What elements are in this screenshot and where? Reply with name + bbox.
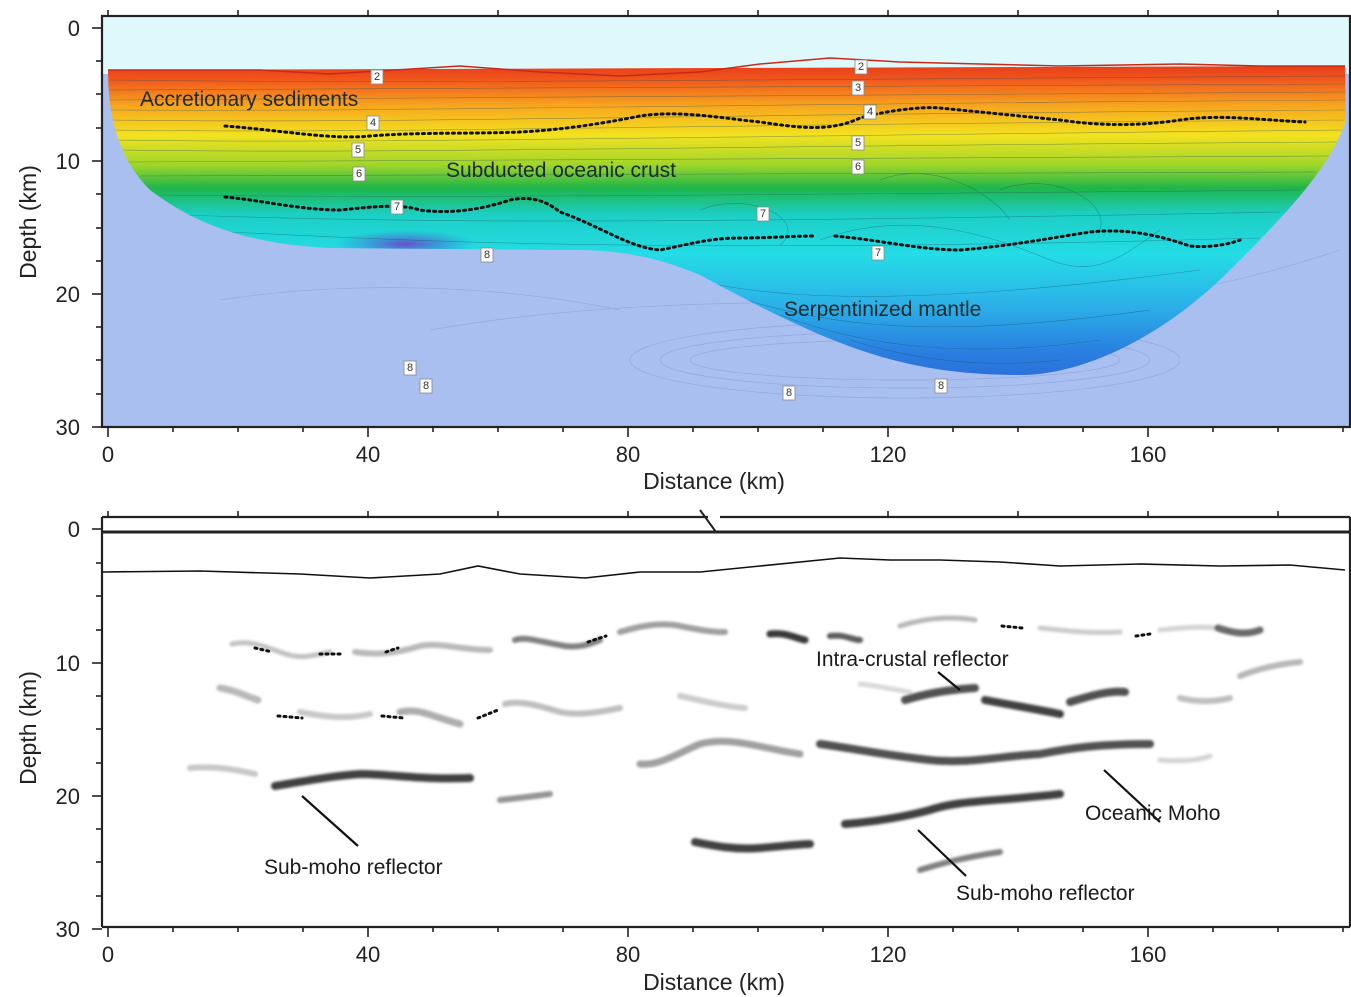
svg-text:3: 3 bbox=[855, 82, 861, 94]
label-subducted-crust: Subducted oceanic crust bbox=[446, 159, 676, 182]
label-sub-moho-right: Sub-moho reflector bbox=[956, 882, 1135, 905]
svg-text:2: 2 bbox=[374, 71, 380, 83]
svg-text:2: 2 bbox=[858, 61, 864, 73]
reflector-streaks bbox=[187, 615, 1303, 873]
label-serpentinized-mantle: Serpentinized mantle bbox=[784, 298, 981, 321]
bottom-plot-frame bbox=[100, 509, 1351, 929]
svg-text:6: 6 bbox=[855, 161, 861, 173]
svg-text:8: 8 bbox=[423, 380, 429, 392]
top-x-axis-title: Distance (km) bbox=[643, 468, 785, 494]
upper-reflector-dotted bbox=[223, 106, 1307, 139]
lower-reflector-dotted-left bbox=[223, 195, 817, 252]
bottom-panel: Intra-crustal reflector Oceanic Moho Sub… bbox=[15, 509, 1351, 995]
label-intra-crustal-reflector: Intra-crustal reflector bbox=[816, 648, 1009, 671]
svg-text:0: 0 bbox=[68, 517, 80, 542]
svg-text:4: 4 bbox=[867, 106, 873, 118]
label-sub-moho-left: Sub-moho reflector bbox=[264, 856, 443, 879]
svg-text:10: 10 bbox=[56, 651, 80, 676]
svg-text:160: 160 bbox=[1130, 942, 1167, 967]
svg-text:5: 5 bbox=[355, 144, 361, 156]
svg-text:20: 20 bbox=[56, 784, 80, 809]
svg-text:4: 4 bbox=[370, 117, 376, 129]
top-x-tick-labels: 0 40 80 120 160 bbox=[102, 442, 1166, 467]
water-layer bbox=[102, 16, 1350, 74]
sub-moho-right-callout-line bbox=[917, 829, 967, 877]
svg-text:8: 8 bbox=[484, 249, 490, 261]
top-axis-ticks bbox=[92, 10, 1344, 437]
svg-text:8: 8 bbox=[938, 380, 944, 392]
top-y-axis-title: Depth (km) bbox=[15, 165, 41, 279]
svg-text:6: 6 bbox=[356, 168, 362, 180]
bottom-axis-ticks bbox=[92, 511, 1344, 937]
top-panel: 2 4 5 6 7 8 2 3 4 5 6 7 7 8 8 8 8 Accret… bbox=[15, 10, 1351, 494]
bottom-x-axis-title: Distance (km) bbox=[643, 969, 785, 995]
svg-text:20: 20 bbox=[56, 282, 80, 307]
lower-reflector-dotted-right bbox=[833, 229, 1242, 252]
bottom-x-tick-labels: 0 40 80 120 160 bbox=[102, 942, 1166, 967]
svg-text:30: 30 bbox=[56, 917, 80, 942]
svg-text:80: 80 bbox=[616, 942, 640, 967]
svg-text:0: 0 bbox=[102, 442, 114, 467]
svg-text:8: 8 bbox=[407, 362, 413, 374]
bottom-seafloor-line bbox=[102, 557, 1346, 579]
svg-text:40: 40 bbox=[356, 942, 380, 967]
label-oceanic-moho: Oceanic Moho bbox=[1085, 802, 1220, 825]
svg-text:8: 8 bbox=[786, 387, 792, 399]
svg-text:7: 7 bbox=[394, 201, 400, 213]
svg-text:7: 7 bbox=[875, 247, 881, 259]
svg-text:0: 0 bbox=[68, 16, 80, 41]
svg-text:40: 40 bbox=[356, 442, 380, 467]
oceanic-moho-callout-line bbox=[1103, 769, 1161, 823]
label-accretionary-sediments: Accretionary sediments bbox=[140, 88, 358, 111]
velocity-labels: 2 4 5 6 7 8 2 3 4 5 6 7 7 8 8 8 8 bbox=[351, 59, 948, 401]
svg-text:5: 5 bbox=[855, 137, 861, 149]
sub-moho-left-callout-line bbox=[301, 795, 359, 847]
top-plot-frame bbox=[100, 14, 1351, 429]
svg-text:0: 0 bbox=[102, 942, 114, 967]
svg-text:30: 30 bbox=[56, 415, 80, 440]
svg-text:160: 160 bbox=[1130, 442, 1167, 467]
top-y-tick-labels: 0 10 20 30 bbox=[56, 16, 80, 440]
svg-text:10: 10 bbox=[56, 149, 80, 174]
svg-text:80: 80 bbox=[616, 442, 640, 467]
svg-text:120: 120 bbox=[870, 442, 907, 467]
bottom-y-tick-labels: 0 10 20 30 bbox=[56, 517, 80, 942]
svg-text:7: 7 bbox=[760, 208, 766, 220]
svg-text:120: 120 bbox=[870, 942, 907, 967]
bottom-y-axis-title: Depth (km) bbox=[15, 671, 41, 785]
intra-crustal-callout-line bbox=[937, 671, 961, 691]
